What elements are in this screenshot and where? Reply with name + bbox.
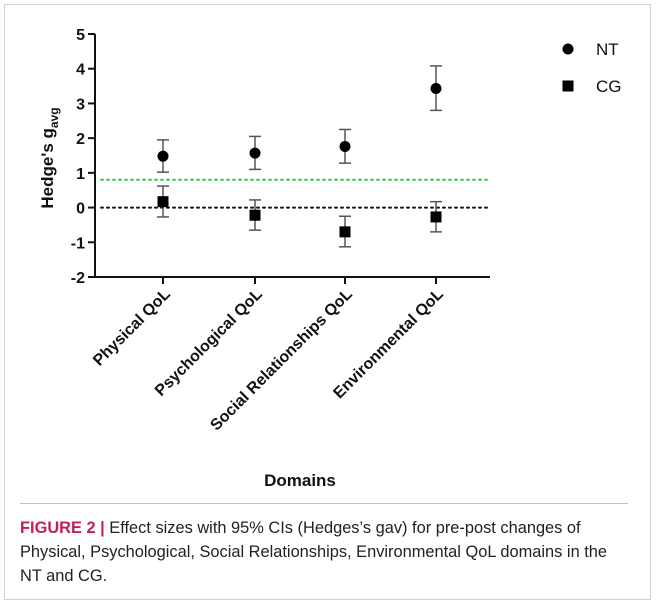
caption-label: FIGURE 2 |	[20, 519, 105, 537]
data-series	[157, 65, 442, 248]
legend-marker-NT	[562, 43, 574, 55]
x-axis-title: Domains	[264, 471, 336, 490]
reference-lines	[100, 178, 491, 209]
x-tick-label: Social Relationships QoL	[207, 286, 356, 435]
chart: -2 -1 0 1 2 3 4 5 Physical QoL Psychological QoL S…	[38, 27, 622, 490]
data-point-NT	[339, 140, 351, 152]
data-point-NT	[430, 83, 442, 95]
y-tick-label: 4	[76, 62, 85, 79]
y-tick-label: -1	[71, 235, 85, 252]
figure-frame	[4, 4, 651, 600]
y-axis-title-main: Hedge's g	[38, 128, 57, 209]
legend: NT CG	[562, 40, 622, 96]
x-tick-label: Physical QoL	[90, 286, 174, 370]
data-point-NT	[249, 147, 261, 159]
y-axis-title: Hedge's gavg	[38, 107, 61, 208]
data-point-CG	[157, 196, 169, 208]
caption-text: Effect sizes with 95% CIs (Hedges’s gav)…	[20, 519, 608, 585]
y-tick-label: 1	[76, 166, 85, 183]
data-point-CG	[249, 209, 261, 221]
caption-divider	[20, 503, 628, 504]
y-tick-label: 2	[76, 131, 85, 148]
y-tick-label: 0	[76, 201, 85, 218]
legend-label-NT: NT	[596, 40, 619, 59]
y-tick-label: 3	[76, 96, 85, 113]
y-tick-label: 5	[76, 27, 85, 44]
series-CG	[157, 185, 442, 248]
series-NT	[157, 65, 442, 173]
y-axis-title-subscript: avg	[47, 107, 61, 128]
data-point-NT	[157, 150, 169, 162]
data-point-CG	[430, 211, 442, 223]
legend-marker-CG	[562, 80, 574, 92]
legend-label-CG: CG	[596, 77, 622, 96]
y-tick-label: -2	[71, 270, 85, 287]
figure-caption: FIGURE 2 | Effect sizes with 95% CIs (He…	[20, 516, 632, 588]
data-point-CG	[339, 226, 351, 238]
